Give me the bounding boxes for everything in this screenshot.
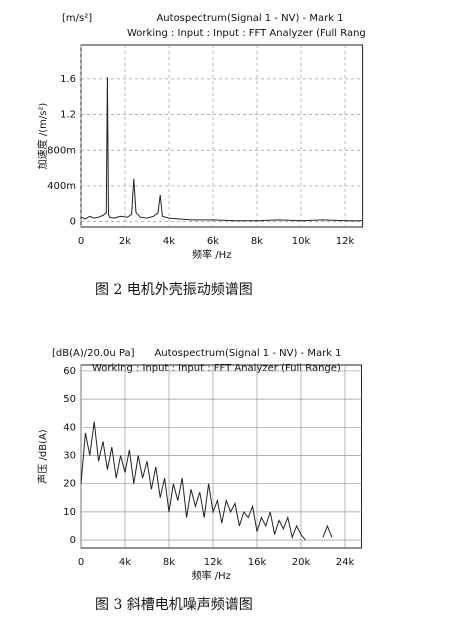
x-axis-label: 频率 /Hz xyxy=(192,248,231,261)
chart-title: Autospectrum(Signal 1 - NV) - Mark 1 xyxy=(156,13,343,24)
y-tick-label: 0 xyxy=(70,217,76,228)
x-tick-label: 8k xyxy=(163,557,175,568)
x-tick-label: 24k xyxy=(336,557,355,568)
chart-subtitle: Working : Input : Input : FFT Analyzer (… xyxy=(92,363,341,374)
unit-label: [m/s²] xyxy=(62,13,92,24)
y-tick-label: 60 xyxy=(63,366,76,377)
y-tick-label: 1.2 xyxy=(60,110,76,121)
x-tick-label: 8k xyxy=(251,236,263,247)
x-tick-label: 20k xyxy=(292,557,311,568)
chart: [dB(A)/20.0u Pa] Autospectrum(Signal 1 - … xyxy=(36,348,362,613)
x-tick-label: 10k xyxy=(292,236,311,247)
chart-title: Autospectrum(Signal 1 - NV) - Mark 1 xyxy=(154,348,341,359)
data-line xyxy=(80,77,363,222)
x-tick-label: 16k xyxy=(248,557,267,568)
y-tick-label: 800m xyxy=(47,145,76,156)
x-tick-label: 12k xyxy=(336,236,355,247)
x-tick-label: 4k xyxy=(163,236,175,247)
y-tick-label: 20 xyxy=(63,479,76,490)
y-tick-label: 1.6 xyxy=(60,74,76,85)
figure-caption: 图 3 斜槽电机噪声频谱图 xyxy=(95,597,253,613)
x-tick-label: 0 xyxy=(78,236,84,247)
chart-subtitle: Working : Input : Input : FFT Analyzer (… xyxy=(127,28,366,39)
x-tick-label: 0 xyxy=(78,557,84,568)
data-line xyxy=(80,421,333,541)
figure-caption: 图 2 电机外壳振动频谱图 xyxy=(95,281,253,298)
y-tick-label: 10 xyxy=(63,507,76,518)
y-axis-label: 声压 /dB(A) xyxy=(36,429,49,483)
y-tick-label: 30 xyxy=(63,451,76,462)
x-tick-label: 4k xyxy=(119,557,131,568)
y-tick-label: 50 xyxy=(63,394,76,405)
y-tick-label: 40 xyxy=(63,422,76,433)
y-axis-label: 加速度 /(m/s²) xyxy=(36,103,49,170)
y-tick-label: 400m xyxy=(47,181,76,192)
x-tick-label: 6k xyxy=(207,236,219,247)
y-tick-label: 0 xyxy=(70,535,76,546)
x-tick-label: 12k xyxy=(204,557,223,568)
plot-frame xyxy=(80,44,364,228)
x-axis-label: 频率 /Hz xyxy=(192,569,231,582)
x-tick-label: 2k xyxy=(119,236,131,247)
unit-label: [dB(A)/20.0u Pa] xyxy=(52,348,135,359)
chart: [m/s²] Autospectrum(Signal 1 - NV) - Mark… xyxy=(36,13,366,298)
